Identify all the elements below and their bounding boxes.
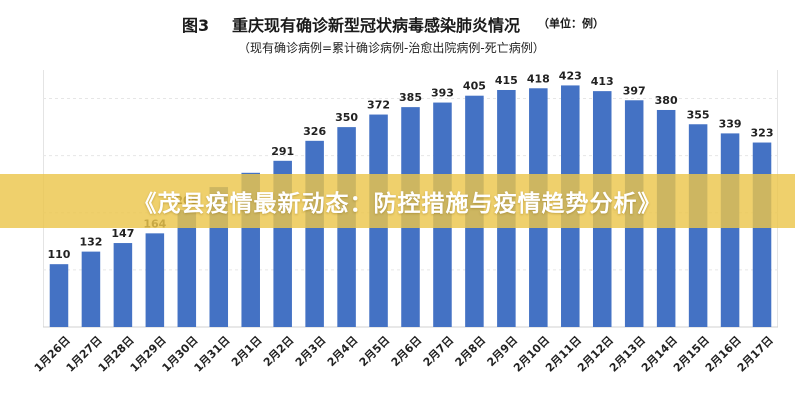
data-label: 326 — [303, 125, 326, 138]
x-tick-label: 2月8日 — [453, 334, 489, 370]
bar — [113, 243, 133, 327]
data-label: 291 — [271, 145, 294, 158]
data-label: 423 — [559, 69, 582, 82]
chart-subtitle: （现有确诊病例=累计确诊病例-治愈出院病例-死亡病例） — [238, 41, 545, 55]
x-tick-label: 2月5日 — [357, 334, 393, 370]
data-label: 110 — [47, 248, 70, 261]
data-label: 405 — [463, 80, 486, 93]
data-label: 132 — [79, 236, 102, 249]
data-label: 147 — [111, 227, 134, 240]
data-label: 418 — [527, 72, 550, 85]
bar — [145, 233, 165, 327]
x-tick-label: 2月2日 — [261, 334, 297, 370]
bar — [49, 264, 69, 327]
data-label: 380 — [655, 94, 678, 107]
x-tick-label: 2月3日 — [293, 334, 329, 370]
data-label: 393 — [431, 87, 454, 100]
bar — [177, 209, 197, 327]
data-label: 339 — [719, 117, 742, 130]
bar — [752, 142, 772, 327]
data-label: 355 — [687, 108, 710, 121]
x-tick-label: 2月4日 — [325, 334, 361, 370]
data-label: 413 — [591, 75, 614, 88]
figure-label: 图3 — [182, 16, 210, 35]
data-label: 397 — [623, 84, 646, 97]
unit-label: （单位：例） — [538, 17, 604, 30]
headline-banner: 《茂县疫情最新动态：防控措施与疫情趋势分析》 — [0, 174, 795, 228]
data-label: 385 — [399, 91, 422, 104]
data-label: 350 — [335, 111, 358, 124]
banner-headline: 《茂县疫情最新动态：防控措施与疫情趋势分析》 — [133, 191, 662, 217]
bar — [720, 133, 740, 327]
x-tick-label: 2月6日 — [389, 334, 425, 370]
bar — [305, 140, 324, 327]
x-tick-label: 2月17日 — [735, 334, 776, 375]
chart-title: 重庆现有确诊新型冠状病毒感染肺炎情况 — [232, 16, 521, 35]
x-tick-label: 2月7日 — [421, 334, 457, 370]
bar — [81, 251, 101, 327]
data-label: 323 — [751, 127, 774, 140]
x-tick-label: 2月1日 — [229, 334, 265, 370]
x-tick-label: 1月31日 — [192, 334, 233, 375]
data-label: 415 — [495, 74, 518, 87]
data-label: 372 — [367, 99, 390, 112]
